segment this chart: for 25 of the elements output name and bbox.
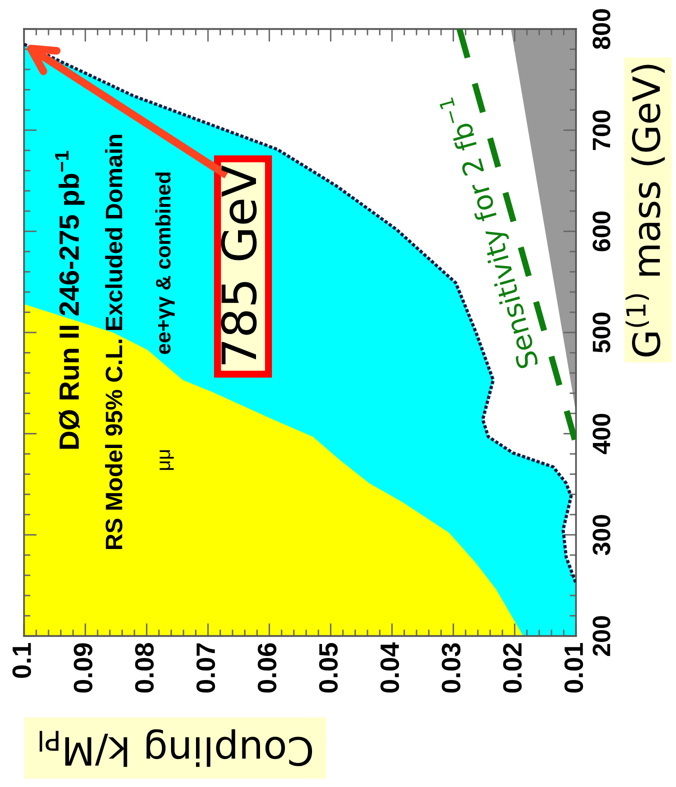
- x-tick-label: 0.04: [380, 642, 400, 693]
- x-tick-label: 0.06: [258, 643, 276, 693]
- x-axis-title: Coupling k/M$_{Pl}$: [40, 729, 312, 767]
- annotation: 785 GeV: [220, 165, 257, 364]
- y-tick-label: 800: [592, 9, 610, 50]
- x-tick-label: 0.08: [135, 643, 154, 693]
- text: DØ Run II 246-275 pb$^{−1}$: [55, 150, 85, 449]
- x-tick-label: 0.07: [196, 643, 216, 693]
- series-label: μμ: [160, 450, 174, 470]
- text: Sensitivity for 2 fb$^{−1}$: [438, 93, 544, 371]
- x-tick-label: 0.05: [319, 642, 338, 693]
- text: RS Model 95% C.L. Excluded Domain: [105, 134, 122, 550]
- y-tick-label: 700: [592, 110, 610, 150]
- x-tick-label: 0.1: [12, 642, 32, 678]
- y-tick-label: 500: [592, 312, 610, 353]
- y-tick-label: 200: [592, 616, 610, 656]
- y-tick-label: 600: [592, 212, 610, 252]
- x-tick-label: 0.09: [74, 643, 92, 693]
- y-tick-label: 300: [592, 515, 610, 556]
- y-axis-title: G$^{(1)}$ mass (GeV): [626, 64, 665, 356]
- y-tick-label: 400: [592, 414, 610, 454]
- x-tick-label: 0.03: [442, 643, 460, 693]
- x-tick-label: 0.02: [503, 643, 522, 693]
- series-label: ee+γγ & combined: [155, 172, 175, 354]
- x-tick-label: 0.01: [564, 642, 584, 693]
